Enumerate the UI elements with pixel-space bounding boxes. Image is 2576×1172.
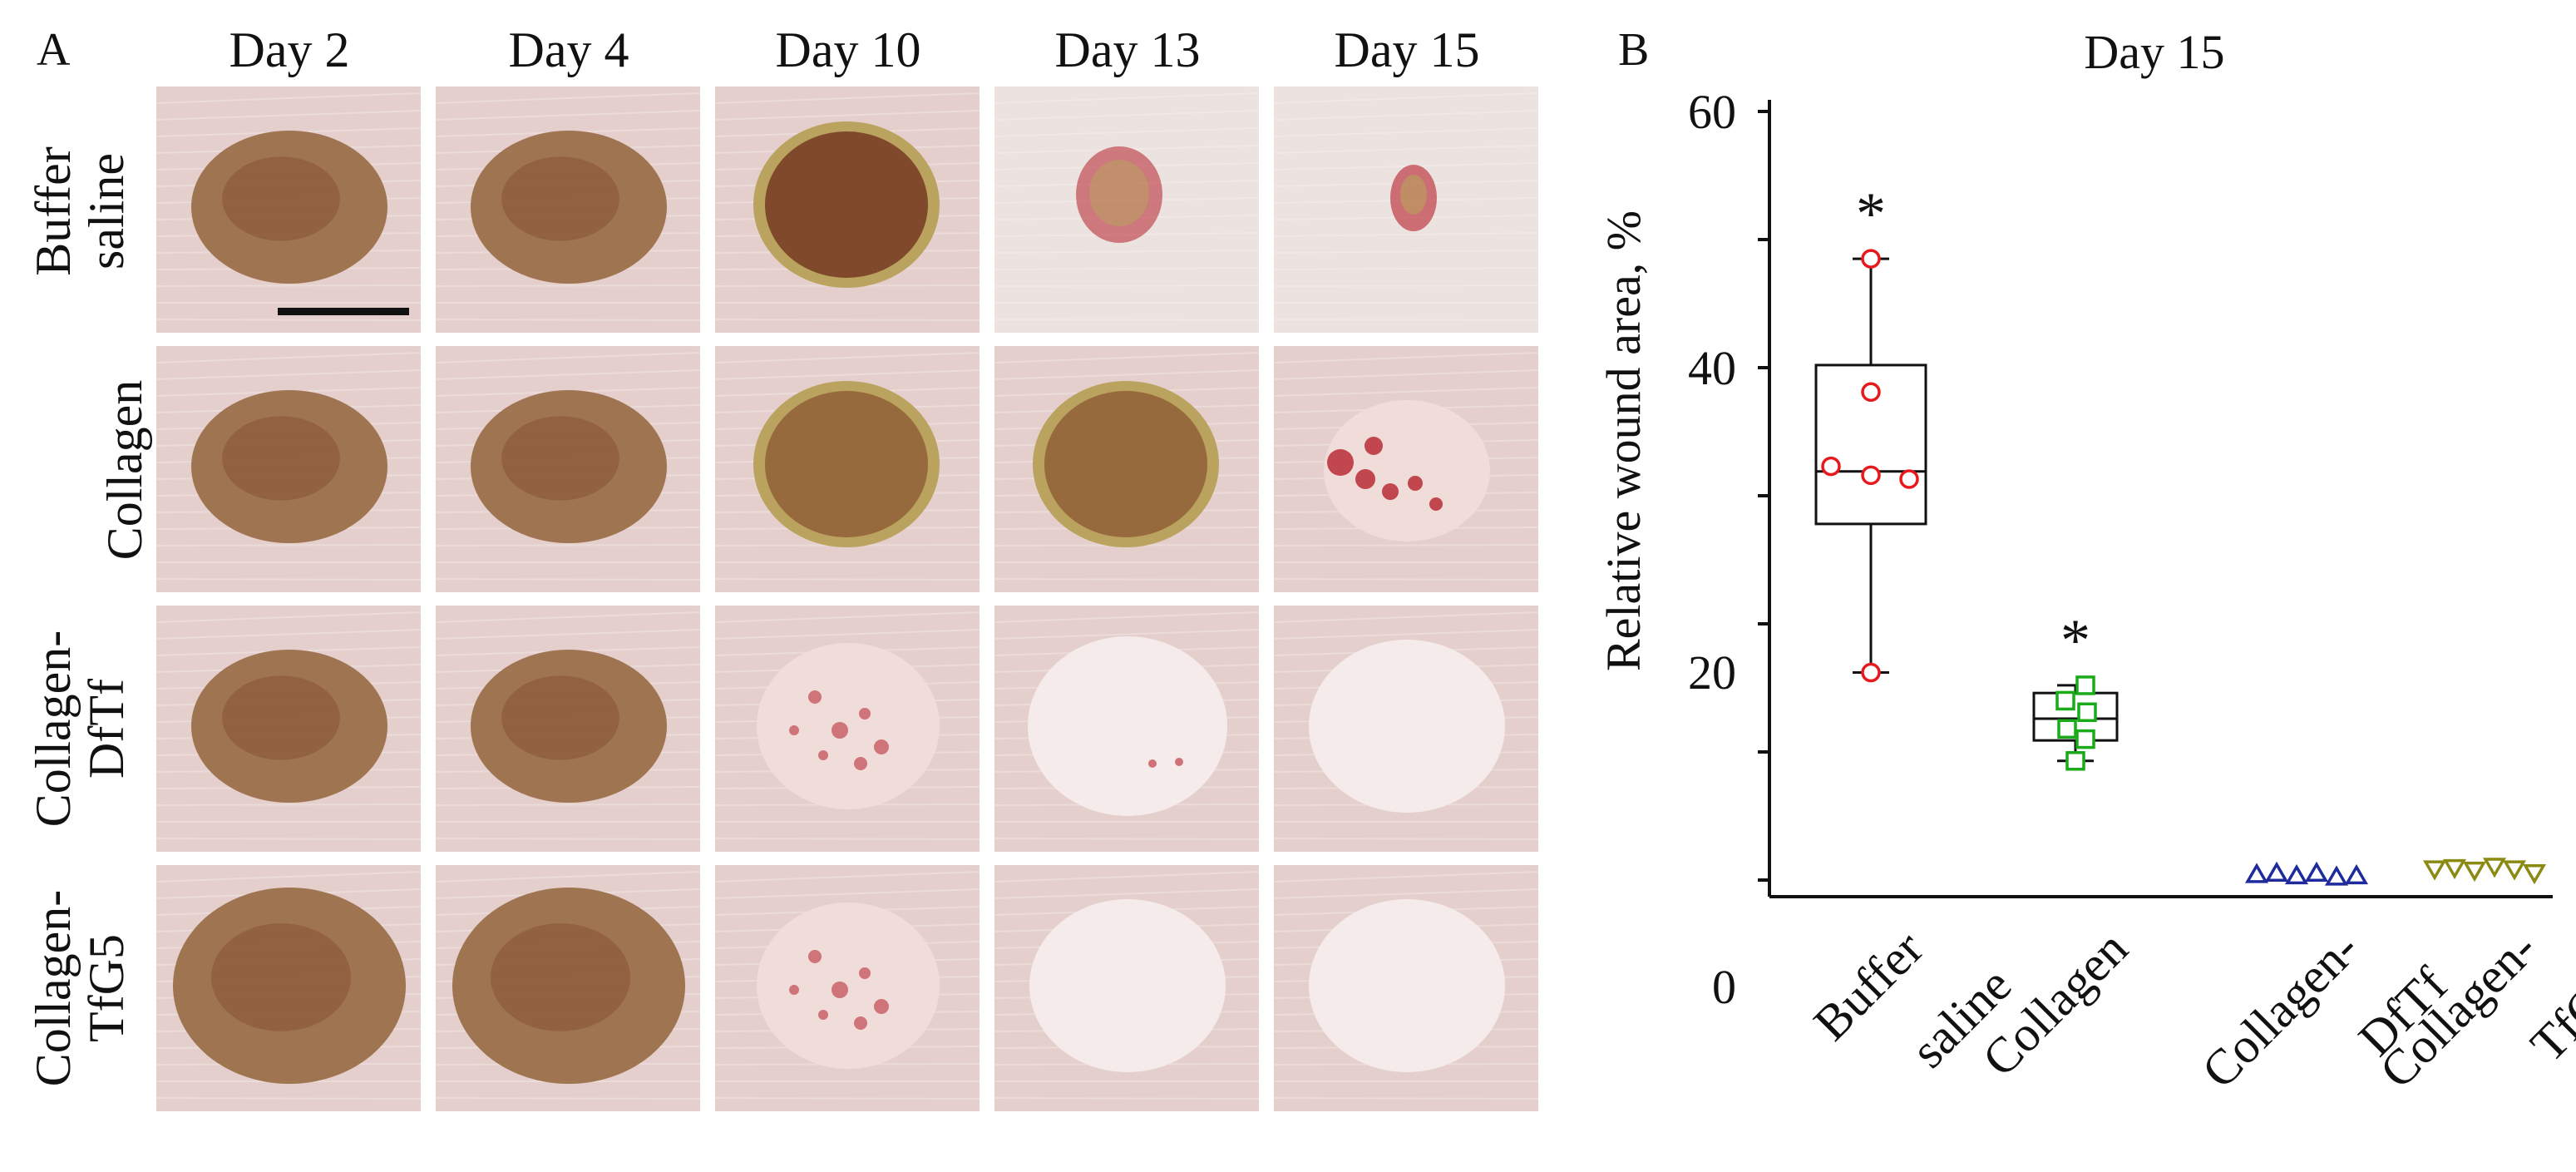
y-axis-label: Relative wound area, %	[1596, 210, 1651, 671]
data-point-2-5	[2344, 863, 2369, 885]
data-point-3-2	[2462, 861, 2487, 883]
data-point-1-1	[2055, 690, 2075, 711]
box-plot-chart: Day 15 0 20 40 60 Relative wound area, % Buffe…	[1596, 25, 2576, 1099]
wound-photo-buffer-saline-day-10	[715, 87, 980, 333]
data-point-0-2	[1821, 456, 1841, 477]
wound-photo-buffer-saline-day-15	[1274, 87, 1538, 333]
data-point-1-4	[2075, 729, 2095, 749]
panel-a-letter: A	[37, 24, 71, 76]
data-point-2-4	[2324, 865, 2349, 886]
data-point-0-0	[1861, 249, 1881, 269]
y-tick-label-20: 20	[1688, 645, 1736, 700]
wound-photo-collagen-day-15	[1274, 346, 1538, 592]
wound-photo-buffer-saline-day-13	[994, 87, 1259, 333]
data-point-0-5	[1861, 662, 1881, 683]
data-point-3-3	[2482, 858, 2507, 878]
column-header-day-4: Day 4	[508, 22, 629, 77]
column-header-day-15: Day 15	[1334, 22, 1480, 77]
scale-bar	[278, 308, 409, 315]
significance-marker-1: *	[2060, 607, 2090, 674]
column-header-day-2: Day 2	[229, 22, 350, 77]
x-tick-label-2-line-0: Collagen-	[2191, 921, 2369, 1099]
box-1	[2032, 691, 2119, 742]
data-point-2-0	[2244, 863, 2269, 883]
box-0	[1814, 363, 1927, 526]
row-label-collagen-dftf: Collagen- DfTf	[26, 630, 134, 828]
panel-a: A Day 2 Day 4 Day 10 Day 13 Day 15 Buffe…	[26, 22, 1538, 1111]
wound-photo-collagen-dftf-day-15	[1274, 606, 1538, 852]
wound-photo-collagen-tfg5-day-13	[994, 865, 1259, 1111]
wound-photo-collagen-tfg5-day-4	[436, 865, 700, 1111]
wound-photo-collagen-tfg5-day-15	[1274, 865, 1538, 1111]
data-point-1-2	[2077, 702, 2097, 723]
data-point-2-1	[2264, 861, 2289, 883]
wound-photo-collagen-dftf-day-10	[715, 606, 980, 852]
data-point-1-3	[2057, 719, 2077, 739]
wound-photo-buffer-saline-day-4	[436, 87, 700, 333]
wound-photo-collagen-day-13	[994, 346, 1259, 592]
wound-photo-collagen-tfg5-day-10	[715, 865, 980, 1111]
data-point-0-3	[1861, 465, 1881, 486]
wound-photo-collagen-day-10	[715, 346, 980, 592]
y-tick-label-60: 60	[1688, 85, 1736, 139]
significance-marker-0: *	[1856, 180, 1886, 247]
column-header-day-13: Day 13	[1054, 22, 1201, 77]
data-point-1-0	[2075, 675, 2095, 695]
wound-photo-collagen-day-4	[436, 346, 700, 592]
data-point-3-0	[2422, 860, 2447, 881]
data-point-2-2	[2284, 863, 2309, 885]
wound-photo-collagen-tfg5-day-2	[156, 865, 421, 1111]
data-point-2-3	[2304, 861, 2329, 883]
panel-b: B Day 15 0 20 40 60 Relative wound area, % Buf…	[1563, 0, 2576, 1172]
data-point-0-4	[1899, 469, 1919, 489]
data-point-0-1	[1861, 382, 1881, 403]
chart-title: Day 15	[2084, 25, 2224, 79]
data-point-3-5	[2522, 864, 2547, 885]
x-tick-label-3: Collagen-TfG5	[2369, 921, 2576, 1099]
wound-photo-collagen-dftf-day-13	[994, 606, 1259, 852]
row-label-collagen-tfg5: Collagen- TfG5	[26, 889, 134, 1087]
data-point-3-4	[2502, 860, 2527, 881]
wound-photo-collagen-dftf-day-2	[156, 606, 421, 852]
wound-photo-collagen-day-2	[156, 346, 421, 592]
panel-b-letter: B	[1618, 24, 1650, 76]
row-label-buffer-saline: Buffer saline	[26, 146, 134, 276]
data-point-1-5	[2065, 751, 2085, 771]
data-point-3-1	[2442, 858, 2467, 880]
y-tick-label-0: 0	[1712, 960, 1736, 1014]
wound-photo-buffer-saline-day-2	[156, 87, 421, 333]
row-label-collagen: Collagen	[97, 379, 152, 561]
y-tick-label-40: 40	[1688, 341, 1736, 395]
column-header-day-10: Day 10	[775, 22, 921, 77]
wound-photo-collagen-dftf-day-4	[436, 606, 700, 852]
